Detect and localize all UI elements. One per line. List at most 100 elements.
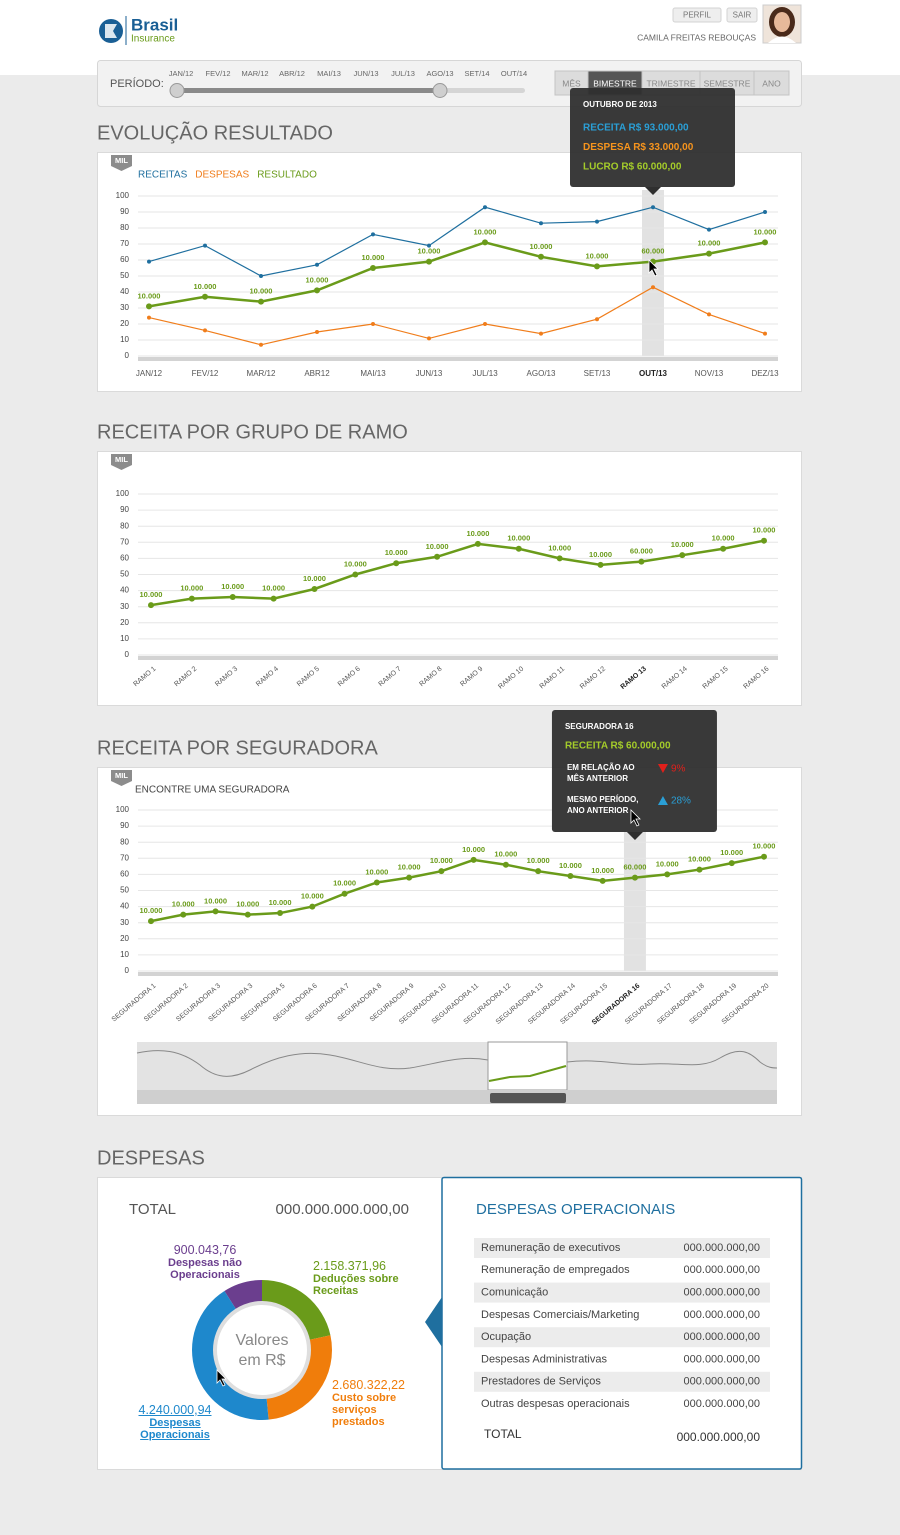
data-point xyxy=(373,879,380,886)
period-tab-label[interactable]: MÊS xyxy=(562,78,581,88)
y-tick-label: 10 xyxy=(120,335,129,344)
x-tick-label: OUT/13 xyxy=(639,369,668,378)
panel-pointer xyxy=(425,1297,442,1347)
despesas-panel xyxy=(441,1176,803,1470)
y-tick-label: 30 xyxy=(120,303,129,312)
highlight-band xyxy=(642,190,664,356)
period-month: AGO/13 xyxy=(426,69,453,78)
data-point xyxy=(427,336,431,341)
pie-slice xyxy=(192,1290,269,1420)
data-point xyxy=(595,317,599,322)
button[interactable] xyxy=(726,7,758,23)
data-point xyxy=(502,861,509,868)
y-tick-label: 100 xyxy=(116,489,130,498)
pie-value-label: 2.158.371,96 xyxy=(313,1259,386,1273)
data-point xyxy=(188,595,195,602)
avatar[interactable] xyxy=(762,4,802,44)
period-month: JAN/12 xyxy=(169,69,194,78)
slider-handle[interactable] xyxy=(169,83,185,98)
point-annotation: 10.000 xyxy=(269,898,292,907)
point-annotation: 60.000 xyxy=(630,547,653,556)
search-label[interactable]: ENCONTRE UMA SEGURADORA xyxy=(135,785,290,796)
data-point xyxy=(595,219,599,224)
point-annotation: 10.000 xyxy=(430,856,453,865)
button-label[interactable]: SAIR xyxy=(733,11,752,20)
y-tick-label: 90 xyxy=(120,207,129,216)
point-annotation: 60.000 xyxy=(642,247,665,256)
period-tab[interactable] xyxy=(753,70,790,96)
period-tab-label[interactable]: ANO xyxy=(762,78,781,88)
data-point xyxy=(315,330,319,334)
point-annotation: 10.000 xyxy=(494,850,517,859)
button-label[interactable]: PERFIL xyxy=(683,11,712,20)
data-point xyxy=(728,860,735,867)
data-point xyxy=(631,874,638,881)
tooltip-line: LUCRO R$ 60.000,00 xyxy=(583,162,682,173)
navigator-window[interactable] xyxy=(487,1041,568,1091)
point-annotation: 10.000 xyxy=(753,526,776,535)
y-tick-label: 50 xyxy=(120,271,129,280)
tooltip-title: SEGURADORA 16 xyxy=(565,722,634,731)
period-month: OUT/14 xyxy=(501,69,527,78)
data-point xyxy=(212,908,219,915)
point-annotation: 10.000 xyxy=(221,582,244,591)
period-tab-label[interactable]: SEMESTRE xyxy=(704,78,751,88)
table-row-bg xyxy=(474,1238,770,1258)
period-month: SET/14 xyxy=(464,69,489,78)
navigator-track xyxy=(137,1042,777,1090)
data-point xyxy=(679,552,686,559)
data-point xyxy=(594,263,600,270)
y-tick-label: 20 xyxy=(120,319,129,328)
table-cell: 000.000.000,00 xyxy=(684,1398,760,1410)
x-tick-label: JUL/13 xyxy=(472,369,498,378)
data-point xyxy=(761,853,767,860)
period-tab-label[interactable]: TRIMESTRE xyxy=(646,78,695,88)
point-annotation: 10.000 xyxy=(250,287,273,296)
slider-handle[interactable] xyxy=(432,83,448,98)
avatar-shirt xyxy=(768,36,796,43)
button[interactable] xyxy=(672,7,722,23)
total-label: TOTAL xyxy=(129,1201,176,1218)
x-tick-label: JUN/13 xyxy=(416,369,443,378)
logo-subtitle: Insurance xyxy=(131,34,175,45)
section-title: RECEITA POR SEGURADORA xyxy=(97,737,378,759)
section-title: EVOLUÇÃO RESULTADO xyxy=(97,120,333,144)
table-cell: Remuneração de empregados xyxy=(481,1264,630,1276)
point-annotation: 10.000 xyxy=(530,242,553,251)
point-annotation: 10.000 xyxy=(138,291,161,300)
cursor xyxy=(216,1369,227,1387)
y-tick-label: 20 xyxy=(120,934,129,943)
navigator[interactable] xyxy=(136,1041,778,1104)
x-axis-bar xyxy=(138,656,778,660)
x-axis-bar xyxy=(138,357,778,361)
point-annotation: 10.000 xyxy=(754,227,777,236)
point-annotation: 10.000 xyxy=(418,247,441,256)
data-point xyxy=(147,259,151,264)
pie-label-box: 2.680.322,22 Custo sobre serviços prestad… xyxy=(332,1378,410,1428)
data-point xyxy=(597,561,604,568)
point-annotation: 10.000 xyxy=(262,584,285,593)
point-annotation: 10.000 xyxy=(586,251,609,260)
table-row-bg xyxy=(474,1282,770,1303)
period-tab-label[interactable]: BIMESTRE xyxy=(593,78,637,88)
scrollbar-thumb[interactable] xyxy=(490,1093,566,1103)
pie-slice xyxy=(262,1280,331,1341)
tooltip-comparison-label: MÊS ANTERIOR xyxy=(567,774,628,783)
logo-title: Brasil xyxy=(131,15,178,34)
data-point xyxy=(535,868,542,875)
point-annotation: 10.000 xyxy=(301,892,324,901)
point-annotation: 10.000 xyxy=(333,879,356,888)
data-point xyxy=(311,585,318,592)
y-tick-label: 60 xyxy=(120,554,129,563)
pie-value-label: 2.680.322,22 xyxy=(332,1378,405,1392)
pie-category-label: Despesas Operacionais xyxy=(140,1417,210,1441)
table-cell: 000.000.000,00 xyxy=(684,1331,760,1343)
y-tick-label: 80 xyxy=(120,837,129,846)
y-tick-label: 70 xyxy=(120,239,129,248)
data-point xyxy=(567,873,574,880)
unit-badge xyxy=(111,454,132,470)
point-annotation: 10.000 xyxy=(474,227,497,236)
data-point xyxy=(538,253,544,260)
